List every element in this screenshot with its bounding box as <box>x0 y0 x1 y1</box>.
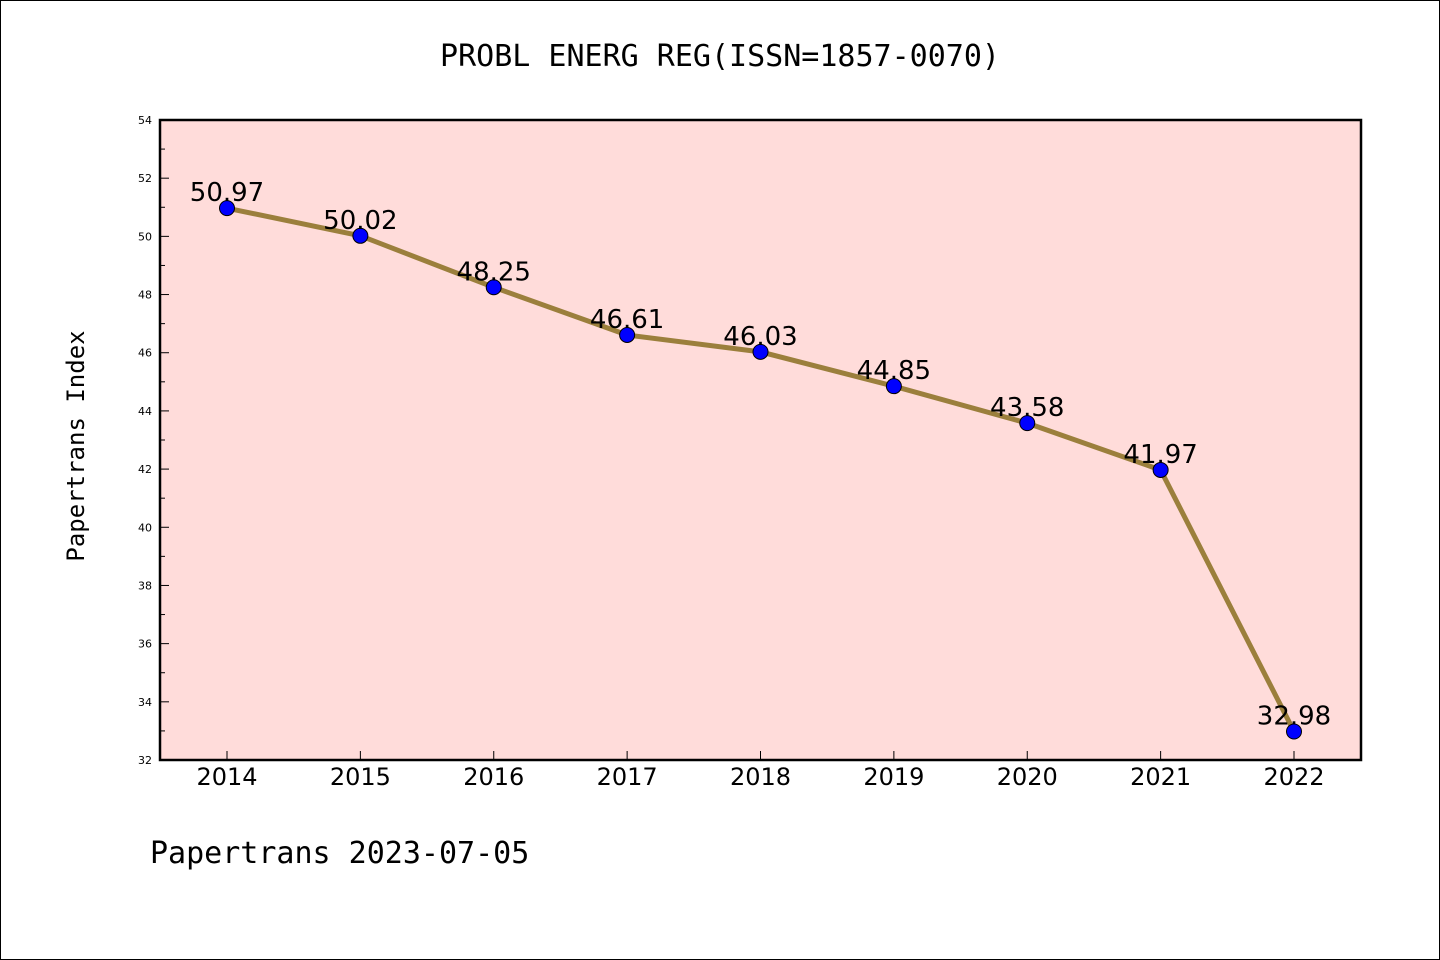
data-point <box>619 326 636 343</box>
y-tick-label: 36 <box>138 638 152 651</box>
data-point <box>885 378 902 395</box>
data-label: 50.97 <box>190 178 264 208</box>
data-label: 46.03 <box>723 322 797 352</box>
footer-text: Papertrans 2023-07-05 <box>150 836 529 871</box>
y-tick-label: 50 <box>138 230 152 243</box>
y-tick-label: 38 <box>138 579 152 592</box>
x-tick-label: 2019 <box>863 763 924 791</box>
x-tick-label: 2018 <box>730 763 791 791</box>
data-label: 43.58 <box>990 393 1064 423</box>
data-label: 32.98 <box>1257 701 1331 731</box>
data-point <box>352 227 369 244</box>
data-label: 44.85 <box>857 356 931 386</box>
data-point <box>1286 723 1302 740</box>
y-axis: 32 34 36 38 40 42 44 46 48 50 52 54 <box>138 114 169 767</box>
data-point <box>219 200 235 217</box>
x-tick-label: 2014 <box>196 763 257 791</box>
plot-area <box>158 118 1363 762</box>
x-axis: 2014 2015 2016 2017 2018 2019 2020 2021 2022 <box>196 751 1325 791</box>
y-tick-label: 44 <box>138 405 152 418</box>
y-tick-label: 34 <box>138 696 152 709</box>
data-label: 46.61 <box>590 305 664 335</box>
data-label: 50.02 <box>323 206 397 236</box>
data-point <box>1019 415 1036 432</box>
x-tick-label: 2016 <box>463 763 524 791</box>
y-tick-label: 46 <box>138 347 152 360</box>
y-tick-label: 48 <box>138 289 152 302</box>
x-tick-label: 2021 <box>1130 763 1191 791</box>
y-tick-label: 54 <box>138 114 152 127</box>
data-point <box>1152 461 1169 478</box>
data-point <box>752 343 769 360</box>
x-tick-label: 2020 <box>997 763 1058 791</box>
x-tick-label: 2017 <box>597 763 658 791</box>
y-tick-label: 42 <box>138 463 152 476</box>
y-axis-label: Papertrans Index <box>62 330 90 561</box>
series-marker-group <box>219 200 1302 740</box>
chart-title: PROBL ENERG REG(ISSN=1857-0070) <box>440 39 1000 74</box>
y-tick-label: 52 <box>138 172 152 185</box>
x-tick-label: 2022 <box>1263 763 1324 791</box>
data-point <box>485 279 502 296</box>
data-label: 41.97 <box>1123 440 1197 470</box>
y-tick-label: 40 <box>138 521 152 534</box>
y-tick-label: 32 <box>138 754 152 767</box>
data-label-group: 50.97 50.02 48.25 46.61 46.03 44.85 43.58 41.97… <box>190 178 1331 731</box>
x-tick-label: 2015 <box>330 763 391 791</box>
data-label: 48.25 <box>457 257 531 287</box>
